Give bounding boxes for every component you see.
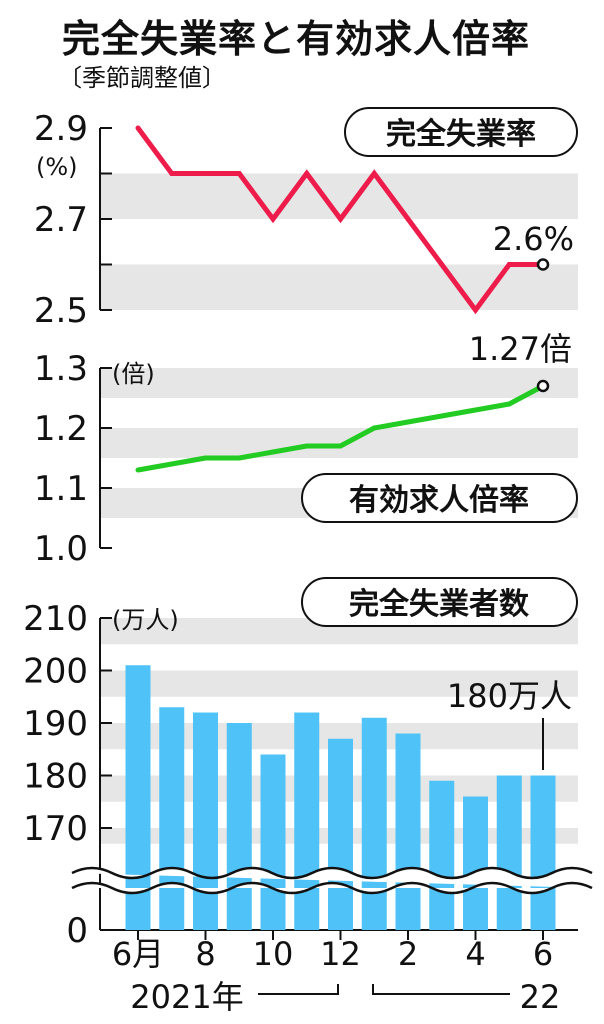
legend-label: 完全失業者数 [349, 587, 530, 622]
data-label: 1.27倍 [469, 330, 572, 368]
y-tick-label: 200 [23, 652, 88, 692]
axis-break-line [71, 866, 593, 880]
bar [361, 717, 387, 930]
grid-band [100, 264, 578, 310]
y-tick-label: 1.3 [34, 349, 88, 389]
data-point [536, 379, 550, 393]
legend-label: 有効求人倍率 [349, 483, 529, 518]
data-point [473, 307, 478, 313]
y-tick-label: 2.5 [34, 291, 88, 331]
data-point [203, 171, 208, 176]
legend-box [301, 577, 578, 627]
data-point [371, 425, 377, 431]
x-tick-label: 12 [320, 935, 361, 973]
y-tick-label: 2.7 [34, 200, 88, 240]
legend-box [301, 473, 578, 523]
data-label: 2.6% [493, 220, 574, 258]
data-point [304, 443, 310, 449]
y-tick-label: 180 [23, 757, 88, 797]
data-point [405, 216, 411, 222]
y-tick-label: 1.1 [34, 469, 88, 509]
bar [463, 796, 488, 930]
year-label: 2021年 [130, 978, 243, 1016]
x-tick-label: 6月 [112, 935, 164, 973]
unit-label: (倍) [112, 360, 155, 388]
data-point [405, 419, 411, 425]
x-tick-label: 8 [195, 935, 215, 973]
data-point [169, 171, 175, 176]
data-point [338, 443, 343, 449]
grid-band [100, 428, 578, 458]
year-bracket [372, 984, 510, 995]
chart-subtitle: 〔季節調整値〕 [58, 64, 226, 92]
y-tick-label: 0 [66, 911, 88, 951]
data-point [338, 216, 343, 222]
data-point [236, 171, 242, 176]
grid-band [100, 173, 578, 219]
y-tick-label: 2.9 [34, 109, 88, 149]
legend-box [344, 107, 578, 157]
data-label: 180万人 [447, 677, 572, 715]
bar [395, 733, 421, 930]
x-tick-label: 6 [533, 935, 553, 973]
data-point [439, 262, 445, 267]
data-point [236, 455, 242, 461]
chart-title: 完全失業率と有効求人倍率 [62, 17, 531, 61]
y-tick-label: 1.2 [34, 409, 88, 449]
bar [193, 712, 218, 930]
bar [226, 723, 252, 930]
bar [125, 665, 151, 930]
data-point [270, 449, 276, 455]
data-point [371, 171, 377, 176]
unit-label: (万人) [112, 606, 179, 634]
bar [530, 775, 556, 930]
data-point [536, 258, 550, 271]
x-tick-label: 2 [398, 935, 418, 973]
bar [328, 738, 353, 930]
data-point [304, 171, 310, 176]
data-point [506, 401, 512, 407]
grid-band [100, 368, 578, 398]
year-bracket [258, 984, 339, 995]
data-point [270, 216, 276, 222]
legend-label: 完全失業率 [386, 117, 536, 152]
bar [429, 780, 455, 930]
data-point [439, 413, 445, 419]
data-point [506, 262, 512, 267]
data-point [169, 461, 175, 467]
bar [260, 754, 286, 930]
grid-band [100, 670, 578, 697]
x-tick-label: 10 [253, 935, 294, 973]
data-point [135, 125, 141, 131]
bar [294, 712, 320, 930]
y-tick-label: 170 [23, 809, 88, 849]
unit-label: (%) [36, 153, 78, 181]
data-point [135, 467, 141, 473]
bar [159, 707, 185, 930]
axis-break-fill [72, 868, 592, 893]
axis-break-line [71, 881, 593, 895]
data-point [203, 455, 208, 461]
year-label: 22 [520, 978, 561, 1016]
y-tick-label: 1.0 [34, 529, 88, 569]
bar [496, 775, 522, 930]
y-tick-label: 190 [23, 704, 88, 744]
x-tick-label: 4 [465, 935, 485, 973]
data-point [473, 407, 478, 413]
y-tick-label: 210 [23, 599, 88, 639]
